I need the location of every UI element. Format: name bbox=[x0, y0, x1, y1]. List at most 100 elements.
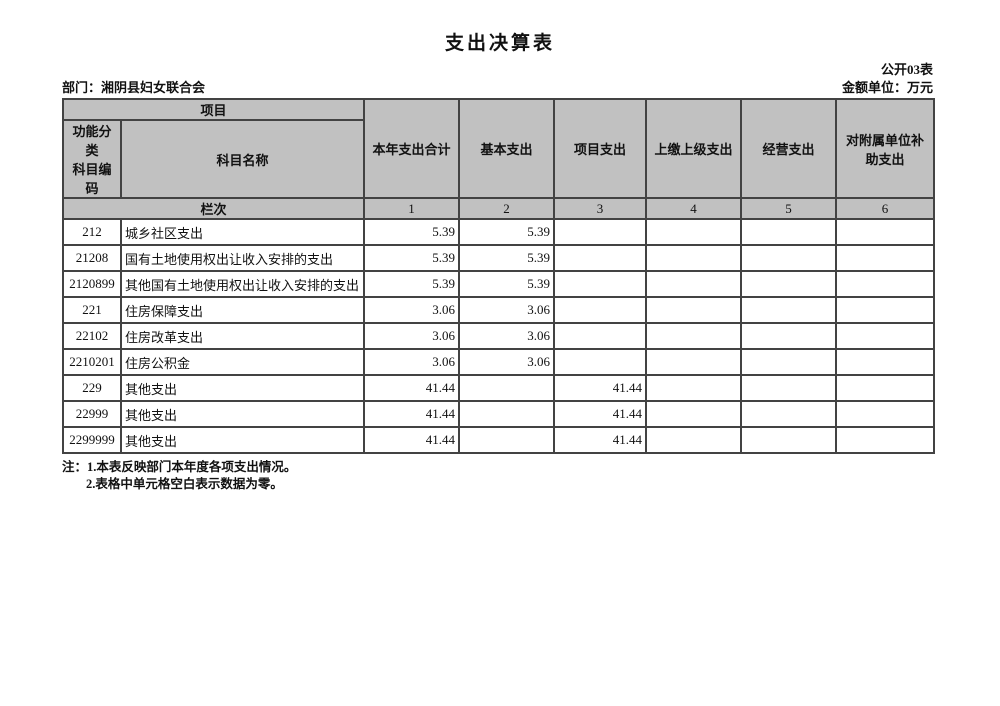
amount-cell bbox=[645, 296, 743, 324]
amount-cell: 3.06 bbox=[458, 348, 556, 376]
amount-cell bbox=[740, 244, 838, 272]
amount-cell bbox=[740, 322, 838, 350]
amount-cell: 5.39 bbox=[458, 244, 556, 272]
header-row-project: 项目 本年支出合计 基本支出 项目支出 上缴上级支出 经营支出 对附属单位补 助… bbox=[61, 98, 936, 199]
subject-cell: 住房保障支出 bbox=[119, 296, 366, 324]
amount-cell bbox=[835, 374, 936, 402]
header-project: 项目 bbox=[61, 98, 366, 121]
amount-cell: 5.39 bbox=[458, 270, 556, 298]
table-body: 212 城乡社区支出 5.39 5.39 21208 国有土地使用权出让收入安排… bbox=[62, 218, 936, 454]
subject-cell: 其他支出 bbox=[119, 400, 366, 428]
code-cell: 22102 bbox=[62, 322, 122, 350]
amount-cell: 41.44 bbox=[363, 426, 461, 454]
amount-cell: 5.39 bbox=[363, 244, 461, 272]
code-cell: 221 bbox=[62, 296, 122, 324]
column-number: 5 bbox=[740, 197, 838, 220]
amount-cell bbox=[835, 400, 936, 428]
page-title: 支出决算表 bbox=[444, 33, 555, 54]
amount-cell bbox=[740, 400, 838, 428]
footnote-line: 2.表格中单元格空白表示数据为零。 bbox=[86, 477, 283, 491]
header-upper: 上缴上级支出 bbox=[645, 98, 743, 199]
code-cell: 2120899 bbox=[62, 270, 122, 298]
code-cell: 22999 bbox=[62, 400, 122, 428]
amount-cell bbox=[645, 400, 743, 428]
amount-cell bbox=[835, 244, 936, 272]
amount-cell: 3.06 bbox=[363, 348, 461, 376]
table-row: 22102 住房改革支出 3.06 3.06 bbox=[62, 322, 936, 350]
header-basic: 基本支出 bbox=[458, 98, 556, 199]
amount-cell bbox=[553, 322, 648, 350]
amount-unit-label: 金额单位：万元 bbox=[841, 80, 933, 95]
footnote-line: 注：1.本表反映部门本年度各项支出情况。 bbox=[62, 460, 297, 474]
code-cell: 21208 bbox=[62, 244, 122, 272]
amount-cell bbox=[553, 270, 648, 298]
header-code: 功能分类 科目编码 bbox=[62, 119, 122, 199]
subject-cell: 住房改革支出 bbox=[119, 322, 366, 350]
column-number: 1 bbox=[363, 197, 461, 220]
header-subsidy: 对附属单位补 助支出 bbox=[835, 98, 936, 199]
amount-cell bbox=[645, 244, 743, 272]
table-row: 2120899 其他国有土地使用权出让收入安排的支出 5.39 5.39 bbox=[62, 270, 936, 298]
amount-cell bbox=[645, 218, 743, 246]
amount-cell: 41.44 bbox=[553, 374, 648, 402]
column-number: 2 bbox=[458, 197, 556, 220]
amount-cell bbox=[458, 426, 556, 454]
amount-cell bbox=[645, 374, 743, 402]
header-total: 本年支出合计 bbox=[363, 98, 461, 199]
subject-cell: 住房公积金 bbox=[119, 348, 366, 376]
amount-cell bbox=[835, 322, 936, 350]
amount-cell: 3.06 bbox=[363, 322, 461, 350]
amount-cell: 3.06 bbox=[458, 322, 556, 350]
amount-cell: 41.44 bbox=[363, 374, 461, 402]
column-number: 3 bbox=[553, 197, 648, 220]
amount-cell: 3.06 bbox=[458, 296, 556, 324]
amount-cell bbox=[740, 374, 838, 402]
document-content: 公开03表 部门：湘阴县妇女联合会 金额单位：万元 项目 本年支出合计 基本支出… bbox=[61, 62, 936, 493]
subject-cell: 其他国有土地使用权出让收入安排的支出 bbox=[119, 270, 366, 298]
subject-cell: 国有土地使用权出让收入安排的支出 bbox=[119, 244, 366, 272]
department-label: 部门：湘阴县妇女联合会 bbox=[62, 80, 206, 95]
amount-cell: 41.44 bbox=[363, 400, 461, 428]
header-row-numbers: 栏次 1 2 3 4 5 6 bbox=[61, 197, 936, 220]
table-row: 21208 国有土地使用权出让收入安排的支出 5.39 5.39 bbox=[62, 244, 936, 272]
amount-cell bbox=[835, 296, 936, 324]
header-project-exp: 项目支出 bbox=[553, 98, 648, 199]
form-number-label: 公开03表 bbox=[880, 62, 933, 77]
amount-cell bbox=[740, 270, 838, 298]
amount-cell bbox=[645, 426, 743, 454]
table-header: 项目 本年支出合计 基本支出 项目支出 上缴上级支出 经营支出 对附属单位补 助… bbox=[61, 98, 936, 220]
subject-cell: 城乡社区支出 bbox=[119, 218, 366, 246]
amount-cell bbox=[835, 348, 936, 376]
table-row: 2299999 其他支出 41.44 41.44 bbox=[62, 426, 936, 454]
amount-cell bbox=[740, 218, 838, 246]
amount-cell bbox=[553, 296, 648, 324]
amount-cell bbox=[835, 270, 936, 298]
footnotes: 注：1.本表反映部门本年度各项支出情况。 2.表格中单元格空白表示数据为零。 bbox=[62, 459, 933, 493]
code-cell: 2210201 bbox=[62, 348, 122, 376]
column-number: 6 bbox=[835, 197, 936, 220]
amount-cell bbox=[740, 348, 838, 376]
header-subject: 科目名称 bbox=[119, 119, 366, 199]
amount-cell bbox=[740, 426, 838, 454]
header-lanci: 栏次 bbox=[61, 197, 366, 220]
table-row: 22999 其他支出 41.44 41.44 bbox=[62, 400, 936, 428]
table-row: 212 城乡社区支出 5.39 5.39 bbox=[62, 218, 936, 246]
amount-cell bbox=[458, 374, 556, 402]
amount-cell bbox=[553, 348, 648, 376]
subject-cell: 其他支出 bbox=[119, 426, 366, 454]
amount-cell bbox=[645, 270, 743, 298]
amount-cell bbox=[458, 400, 556, 428]
code-cell: 229 bbox=[62, 374, 122, 402]
table-row: 221 住房保障支出 3.06 3.06 bbox=[62, 296, 936, 324]
amount-cell: 41.44 bbox=[553, 400, 648, 428]
code-cell: 212 bbox=[62, 218, 122, 246]
amount-cell: 5.39 bbox=[363, 218, 461, 246]
table-row: 229 其他支出 41.44 41.44 bbox=[62, 374, 936, 402]
amount-cell: 41.44 bbox=[553, 426, 648, 454]
amount-cell: 5.39 bbox=[363, 270, 461, 298]
amount-cell bbox=[645, 322, 743, 350]
amount-cell bbox=[835, 218, 936, 246]
amount-cell bbox=[740, 296, 838, 324]
amount-cell bbox=[553, 244, 648, 272]
